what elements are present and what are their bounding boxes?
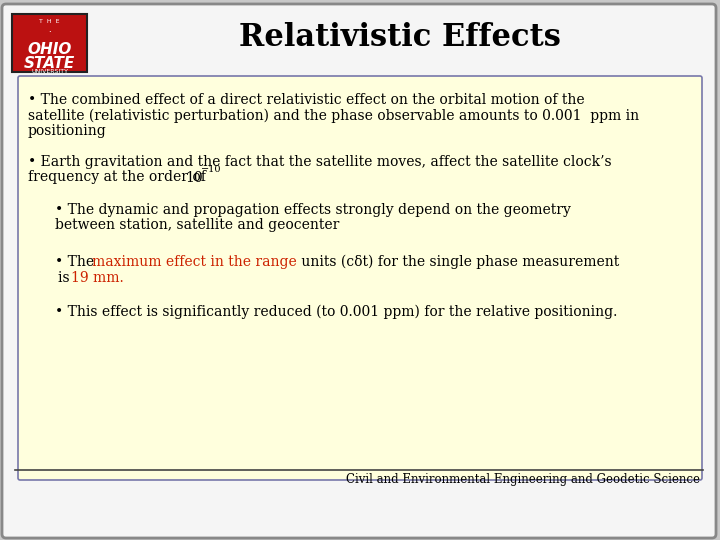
Text: T  H  E: T H E (40, 19, 60, 24)
Text: 19 mm.: 19 mm. (71, 271, 124, 285)
Text: −10: −10 (201, 165, 222, 174)
Text: is: is (58, 271, 74, 285)
Text: • This effect is significantly reduced (to 0.001 ppm) for the relative positioni: • This effect is significantly reduced (… (55, 305, 617, 319)
Text: • The dynamic and propagation effects strongly depend on the geometry: • The dynamic and propagation effects st… (55, 203, 571, 217)
FancyBboxPatch shape (2, 4, 716, 538)
Text: units (cδt) for the single phase measurement: units (cδt) for the single phase measure… (297, 255, 619, 269)
Text: Relativistic Effects: Relativistic Effects (239, 23, 561, 53)
FancyBboxPatch shape (18, 76, 702, 480)
Text: OHIO: OHIO (27, 42, 72, 57)
Text: 10: 10 (185, 171, 202, 185)
Text: frequency at the order of: frequency at the order of (28, 171, 210, 185)
Text: • The combined effect of a direct relativistic effect on the orbital motion of t: • The combined effect of a direct relati… (28, 93, 585, 107)
Text: satellite (relativistic perturbation) and the phase observable amounts to 0.001 : satellite (relativistic perturbation) an… (28, 109, 639, 123)
Text: • The: • The (55, 255, 99, 269)
Text: maximum effect in the range: maximum effect in the range (92, 255, 297, 269)
Text: • Earth gravitation and the fact that the satellite moves, affect the satellite : • Earth gravitation and the fact that th… (28, 155, 611, 169)
Text: Civil and Environmental Engineering and Geodetic Science: Civil and Environmental Engineering and … (346, 473, 700, 486)
Bar (12, 14, 87, 72)
Text: between station, satellite and geocenter: between station, satellite and geocenter (55, 219, 339, 233)
Text: STATE: STATE (24, 56, 75, 71)
Text: ·: · (48, 28, 51, 37)
Text: positioning: positioning (28, 124, 107, 138)
Text: UNIVERSITY: UNIVERSITY (31, 69, 68, 74)
Text: ·: · (48, 28, 50, 37)
